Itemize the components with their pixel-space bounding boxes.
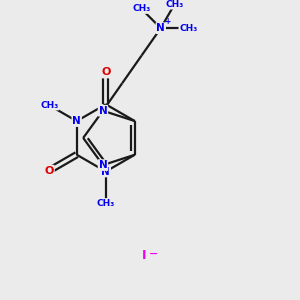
Text: N: N [99, 106, 107, 116]
Text: CH₃: CH₃ [97, 199, 115, 208]
Text: CH₃: CH₃ [179, 24, 197, 33]
Text: N: N [101, 167, 110, 176]
Text: CH₃: CH₃ [132, 4, 150, 13]
Text: N: N [72, 116, 81, 126]
Text: N: N [156, 23, 165, 33]
Text: O: O [44, 166, 54, 176]
Text: −: − [149, 249, 158, 259]
Text: +: + [164, 17, 170, 26]
Text: CH₃: CH₃ [40, 101, 58, 110]
Text: N: N [99, 160, 107, 170]
Text: CH₃: CH₃ [165, 0, 184, 9]
Text: I: I [142, 249, 146, 262]
Text: O: O [101, 68, 110, 77]
